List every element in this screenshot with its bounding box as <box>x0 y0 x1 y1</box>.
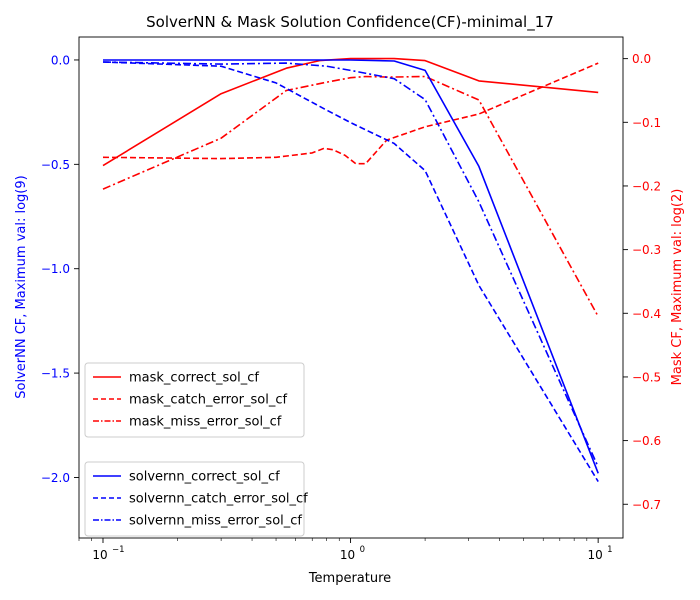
series-mask-catch-error-sol-cf <box>102 62 599 165</box>
legend-solvernn: solvernn_correct_sol_cf solvernn_catch_er… <box>84 461 308 537</box>
left-tick-label: −1.0 <box>41 262 70 276</box>
right-tick-label: 0.0 <box>632 52 651 66</box>
legend-label-solvernn-correct-sol-cf: solvernn_correct_sol_cf <box>129 470 280 485</box>
left-tick-label: 0.0 <box>51 53 70 67</box>
series-solvernn-miss-error-sol-cf <box>102 61 599 468</box>
legend-label-mask-correct-sol-cf: mask_correct_sol_cf <box>129 371 259 386</box>
series-mask-correct-sol-cf <box>102 57 599 167</box>
left-tick-label: −2.0 <box>41 471 70 485</box>
right-tick-label: −0.4 <box>632 307 661 321</box>
legend-label-solvernn-miss-error-sol-cf: solvernn_miss_error_sol_cf <box>129 514 302 529</box>
series-solvernn-correct-sol-cf <box>103 59 599 474</box>
left-tick-label: −1.5 <box>41 367 70 381</box>
right-tick-label: −0.1 <box>632 116 661 130</box>
legend-solvernn-box <box>84 461 305 537</box>
legend-label-mask-catch-error-sol-cf: mask_catch_error_sol_cf <box>129 393 287 408</box>
legend-label-mask-miss-error-sol-cf: mask_miss_error_sol_cf <box>129 415 282 430</box>
x-tick-exponent: 0 <box>360 545 365 555</box>
left-axis: 0.0 −0.5 −1.0 −1.5 −2.0 <box>41 53 79 485</box>
x-tick-label: 10 <box>588 548 603 562</box>
right-tick-label: −0.3 <box>632 243 661 257</box>
right-tick-label: −0.5 <box>632 370 661 384</box>
x-tick-exponent: −1 <box>112 545 125 555</box>
left-axis-label: SolverNN CF, Maximum val: log(9) <box>14 175 29 398</box>
series-solvernn-catch-error-sol-cf <box>102 61 599 483</box>
legend-label-solvernn-catch-error-sol-cf: solvernn_catch_error_sol_cf <box>129 492 308 507</box>
legend-mask: mask_correct_sol_cf mask_catch_error_sol_… <box>84 362 305 438</box>
right-tick-label: −0.2 <box>632 179 661 193</box>
legend-mask-box <box>84 362 305 438</box>
x-tick-label: 10 <box>340 548 355 562</box>
x-tick-label: 10 <box>92 548 107 562</box>
right-axis-label: Mask CF, Maximum val: log(2) <box>670 189 685 386</box>
x-axis: 10 −1 10 0 10 1 <box>78 538 613 562</box>
x-tick-exponent: 1 <box>607 545 612 555</box>
right-tick-label: −0.6 <box>632 434 661 448</box>
x-axis-label: Temperature <box>308 571 391 586</box>
right-tick-label: −0.7 <box>632 498 661 512</box>
chart-title: SolverNN & Mask Solution Confidence(CF)-… <box>146 13 554 32</box>
series-layer <box>102 57 599 483</box>
left-tick-label: −0.5 <box>41 158 70 172</box>
right-axis: 0.0 −0.1 −0.2 −0.3 −0.4 −0.5 −0.6 −0.7 <box>623 52 661 512</box>
